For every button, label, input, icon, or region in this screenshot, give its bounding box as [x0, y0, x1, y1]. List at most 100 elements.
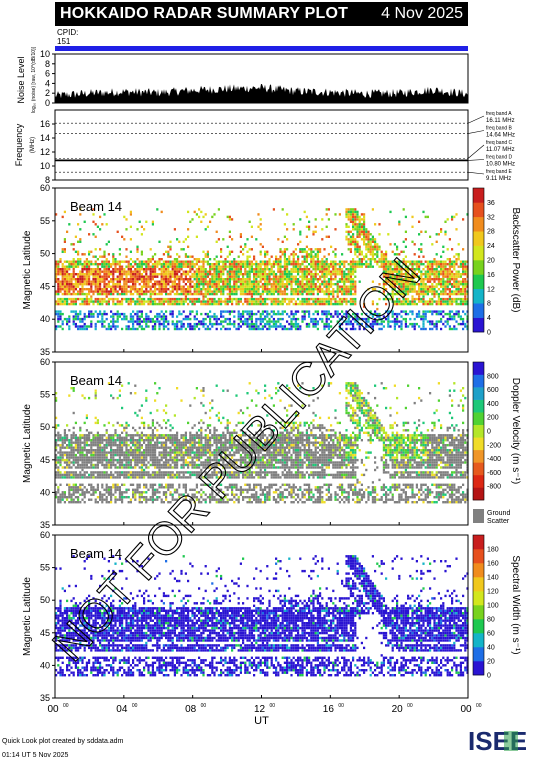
noise-ytick-label: 4 [45, 78, 50, 88]
freq-band-value: 11.07 MHz [486, 147, 515, 153]
ground-scatter-label: Scatter [487, 518, 510, 525]
freq-band-leader [467, 159, 485, 161]
colorbar-tick-label: 16 [487, 272, 495, 279]
colorbar-segment [473, 245, 484, 261]
colorbar-segment [473, 424, 484, 438]
time-xtick-sup: 00 [270, 703, 276, 709]
colorbar-tick-label: 160 [487, 561, 499, 568]
colorbar-segment [473, 374, 484, 388]
colorbar-tick-label: 20 [487, 258, 495, 265]
freq-band-leader [467, 130, 485, 134]
noise-ytick-label: 0 [45, 98, 50, 108]
freq-band-label: freq band A [486, 111, 512, 117]
colorbar-segment [473, 487, 484, 501]
freq-band-leader [467, 115, 485, 124]
freq-band-label: freq band B [486, 126, 513, 132]
time-xtick-label: 12 [254, 704, 266, 715]
lat-ytick-label: 55 [40, 563, 50, 573]
freq-ylabel-sub: (MHz) [30, 137, 36, 153]
colorbar-tick-label: 0 [487, 330, 491, 337]
colorbar-segment [473, 288, 484, 304]
noise-ytick-label: 6 [45, 69, 50, 79]
lat-ytick-label: 60 [40, 183, 50, 193]
noise-ylabel: Noise Level [16, 56, 26, 103]
colorbar-tick-label: 800 [487, 373, 499, 380]
time-xtick-sup: 00 [476, 703, 482, 709]
lat-ytick-label: 45 [40, 628, 50, 638]
freq-ytick-label: 16 [40, 119, 50, 129]
freq-ylabel: Frequency [14, 123, 24, 166]
noise-ytick-label: 2 [45, 88, 50, 98]
colorbar-segment [473, 661, 484, 676]
footer-timestamp: 01:14 UT 5 Nov 2025 [2, 752, 69, 759]
lat-ytick-label: 35 [40, 520, 50, 530]
colorbar-segment [473, 216, 484, 232]
colorbar-segment [473, 274, 484, 290]
time-xtick-label: 16 [323, 704, 335, 715]
colorbar-segment [473, 591, 484, 606]
lat-ytick-label: 45 [40, 281, 50, 291]
freq-band-leader [467, 171, 485, 175]
time-xlabel: UT [254, 715, 269, 727]
colorbar-segment [473, 437, 484, 451]
lat-ytick-label: 50 [40, 595, 50, 605]
lat-ylabel: Magnetic Latitude [22, 230, 33, 309]
colorbar-tick-label: 28 [487, 229, 495, 236]
colorbar-tick-label: 140 [487, 575, 499, 582]
colorbar-segment [473, 188, 484, 203]
lat-ytick-label: 40 [40, 660, 50, 670]
freq-frame [54, 109, 469, 181]
colorbar-tick-label: 36 [487, 200, 495, 207]
cpid-label: CPID: [57, 28, 79, 37]
heatmap-vel [55, 362, 469, 525]
colorbar-tick-label: 80 [487, 617, 495, 624]
colorbar-tick-label: 12 [487, 286, 495, 293]
time-xtick-sup: 00 [407, 703, 413, 709]
time-xtick-sup: 00 [132, 703, 138, 709]
colorbar-segment [473, 474, 484, 488]
colorbar-tick-label: 100 [487, 603, 499, 610]
colorbar-tick-label: 600 [487, 387, 499, 394]
lat-ytick-label: 35 [40, 347, 50, 357]
colorbar-tick-label: -600 [487, 470, 501, 477]
time-xtick-label: 08 [185, 704, 197, 715]
heatmap-width [55, 535, 469, 698]
lat-ytick-label: 35 [40, 693, 50, 703]
title-bar: HOKKAIDO RADAR SUMMARY PLOT 4 Nov 2025 [55, 2, 468, 26]
freq-ytick-label: 8 [45, 175, 50, 185]
footer-credit: Quick Look plot created by sddata.adm [2, 738, 124, 745]
isee-logo: ISEE [468, 726, 526, 755]
freq-band-label: freq band C [486, 140, 513, 146]
colorbar-segment [473, 549, 484, 564]
cpid-bar [55, 46, 468, 51]
colorbar-tick-label: 60 [487, 631, 495, 638]
noise-area [55, 84, 468, 103]
heatmap-power [55, 188, 469, 352]
beam-label: Beam 14 [70, 373, 122, 388]
colorbar-frame [472, 187, 485, 333]
colorbar-segment [473, 317, 484, 333]
lat-ytick-label: 50 [40, 422, 50, 432]
colorbar-tick-label: -800 [487, 484, 501, 491]
freq-ytick-label: 10 [40, 161, 50, 171]
colorbar-segment [473, 303, 484, 318]
colorbar-tick-label: 0 [487, 429, 491, 436]
freq-band-value: 14.64 MHz [486, 133, 515, 139]
freq-band-label: freq band D [486, 155, 513, 161]
freq-band-label: freq band E [486, 169, 513, 175]
beam-label: Beam 14 [70, 199, 122, 214]
colorbar-tick-label: 0 [487, 673, 491, 680]
colorbar-segment [473, 387, 484, 400]
time-xtick-label: 00 [47, 704, 59, 715]
noise-ylabel-sub: log₁₀ (noise) [raw, 10^(dB/10)] [31, 46, 37, 113]
lat-ytick-label: 40 [40, 314, 50, 324]
lat-ylabel: Magnetic Latitude [22, 577, 33, 656]
freq-band-leader [467, 144, 485, 159]
colorbar-frame [472, 361, 485, 501]
lat-ylabel: Magnetic Latitude [22, 404, 33, 483]
ground-scatter-swatch [473, 509, 484, 523]
colorbar-tick-label: 180 [487, 547, 499, 554]
colorbar-segment [473, 535, 484, 550]
beam-label: Beam 14 [70, 546, 122, 561]
